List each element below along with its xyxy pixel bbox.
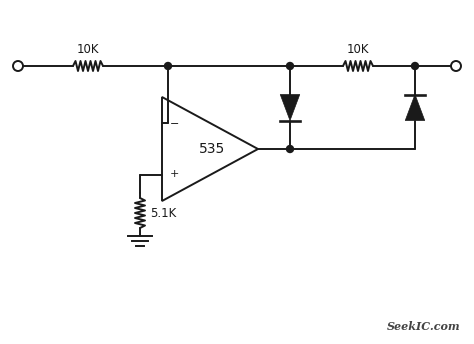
- Circle shape: [164, 63, 172, 69]
- Text: SeekIC.com: SeekIC.com: [386, 321, 460, 332]
- Text: 5.1K: 5.1K: [150, 206, 176, 219]
- Text: −: −: [170, 119, 179, 129]
- Text: 535: 535: [199, 142, 225, 156]
- Polygon shape: [280, 95, 300, 120]
- Text: 10K: 10K: [77, 43, 99, 56]
- Text: +: +: [170, 169, 179, 179]
- Text: 10K: 10K: [347, 43, 369, 56]
- Circle shape: [286, 63, 293, 69]
- Circle shape: [286, 146, 293, 152]
- Polygon shape: [405, 95, 425, 120]
- Circle shape: [411, 63, 419, 69]
